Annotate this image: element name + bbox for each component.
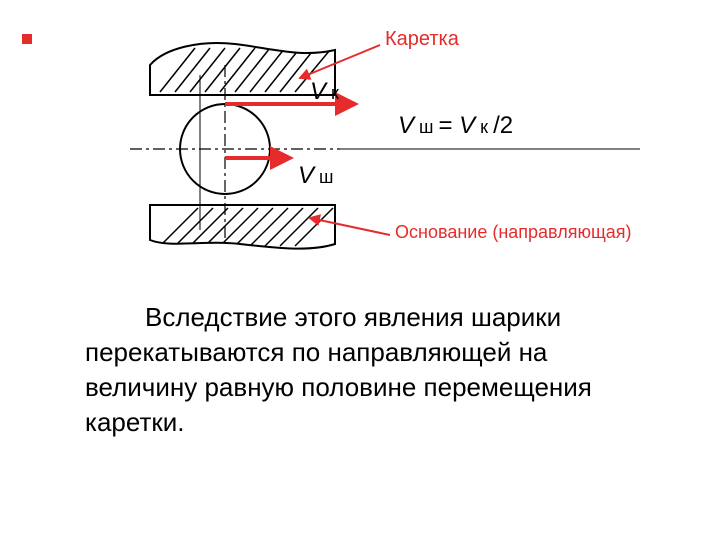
slide-stage: Каретка Основание (направляющая) V к V ш… [0,0,720,540]
label-vsh: V ш [298,162,333,190]
formula-vsh-vk: V ш = V к /2 [398,112,513,140]
label-base: Основание (направляющая) [395,222,632,243]
diagram [0,0,720,300]
label-carriage: Каретка [385,28,459,51]
body-paragraph: Вследствие этого явления шарики перекаты… [85,300,645,440]
label-vk: V к [310,78,339,106]
